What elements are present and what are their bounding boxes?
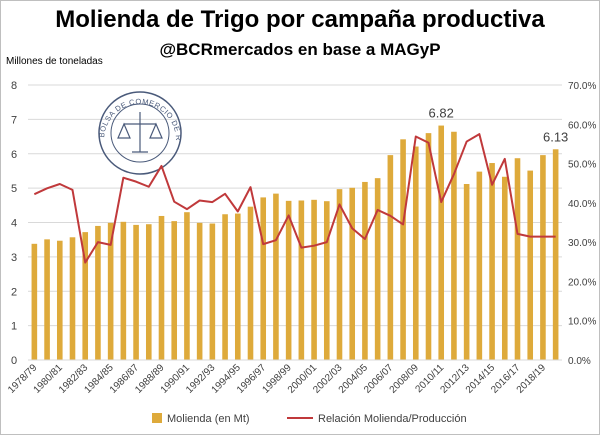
legend-bar-swatch (152, 413, 162, 423)
bar-2001-02 (323, 201, 330, 360)
data-label: 6.13 (543, 129, 568, 144)
bar-1991-92 (196, 222, 203, 360)
bar-2007-08 (400, 139, 406, 360)
bar-1985-86 (120, 221, 127, 360)
bar-1990-91 (184, 212, 190, 360)
y-tick-label: 0 (11, 355, 17, 367)
y-tick-label: 1 (11, 321, 17, 333)
bar-1993-94 (222, 214, 228, 360)
bar-2012-13 (463, 184, 470, 360)
bar-1982-83 (82, 232, 89, 360)
bar-1999-00 (298, 200, 305, 360)
y-tick-label: 7 (11, 114, 17, 126)
bar-2003-04 (349, 187, 356, 360)
bar-2005-06 (374, 178, 381, 360)
chart-title: Molienda de Trigo por campaña productiva (55, 6, 545, 33)
bar-2016-17 (514, 158, 521, 360)
bar-1988-89 (158, 215, 165, 360)
y2-tick-label: 70.0% (568, 81, 596, 92)
bar-2018-19 (540, 155, 546, 360)
bar-2002-03 (336, 189, 343, 360)
y-axis-label: Millones de toneladas (6, 56, 103, 67)
bar-2004-05 (362, 181, 368, 360)
data-label: 6.82 (429, 106, 454, 121)
bar-1998-99 (285, 200, 292, 360)
y-tick-label: 5 (11, 183, 17, 195)
bar-1979-80 (44, 239, 50, 360)
ratio-line (33, 133, 556, 264)
bar-1989-90 (171, 221, 178, 360)
bar-2013-14 (476, 171, 483, 360)
bar-2006-07 (387, 155, 394, 360)
y-tick-label: 2 (11, 286, 17, 298)
y2-tick-label: 50.0% (568, 160, 596, 171)
bar-1987-88 (145, 224, 152, 360)
bar-1995-96 (247, 206, 254, 360)
bar-1980-81 (56, 240, 63, 360)
legend-line-label: Relación Molienda/Producción (318, 413, 467, 425)
y-tick-label: 8 (11, 80, 17, 92)
logo-inner-ring (110, 103, 170, 163)
y2-tick-label: 0.0% (568, 356, 591, 367)
y2-tick-label: 30.0% (568, 238, 596, 249)
bar-1996-97 (260, 197, 267, 360)
bcr-logo: BOLSA DE COMERCIO DE ROSARIO (0, 0, 183, 175)
logo-outer-ring (98, 91, 182, 175)
y2-tick-label: 10.0% (568, 317, 596, 328)
bar-1978-79 (31, 243, 38, 360)
bar-1994-95 (234, 213, 241, 360)
legend-bar-label: Molienda (en Mt) (167, 413, 250, 425)
bar-2015-16 (501, 176, 508, 360)
y-tick-label: 6 (11, 149, 17, 161)
logo-text: BOLSA DE COMERCIO DE ROSARIO (0, 0, 183, 141)
bar-2014-15 (489, 163, 495, 360)
bar-2000-01 (311, 199, 317, 360)
bar-2019-20 (552, 149, 559, 360)
bar-1986-87 (133, 224, 139, 360)
logo-scale-icon (117, 112, 163, 153)
chart-subtitle: @BCRmercados en base a MAGyP (159, 40, 441, 59)
bar-1992-93 (209, 223, 216, 360)
y2-tick-label: 40.0% (568, 199, 596, 210)
bar-2010-11 (438, 125, 445, 360)
y-tick-label: 4 (11, 218, 17, 230)
bar-2009-10 (425, 133, 432, 360)
bar-1981-82 (69, 237, 76, 360)
bar-2011-12 (451, 131, 457, 360)
y2-tick-label: 20.0% (568, 277, 596, 288)
x-tick-label: 2018/19 (515, 362, 549, 396)
bar-2008-09 (412, 146, 419, 360)
bar-2017-18 (527, 170, 534, 360)
bar-1983-84 (95, 225, 101, 360)
bar-1984-85 (107, 222, 114, 360)
y-tick-label: 3 (11, 252, 17, 264)
bar-1997-98 (273, 193, 279, 360)
y2-tick-label: 60.0% (568, 120, 596, 131)
